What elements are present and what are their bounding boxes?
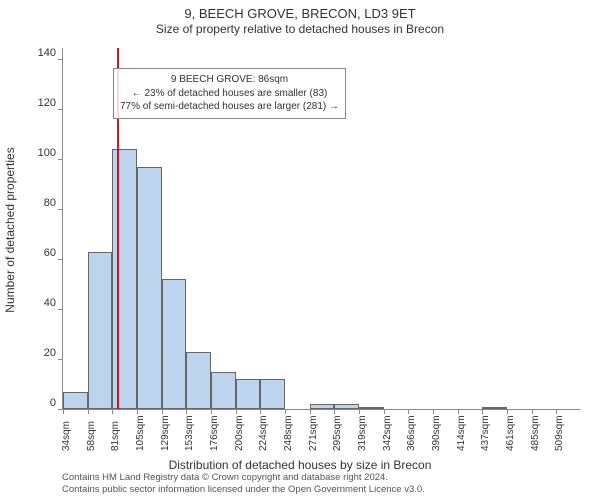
y-tick bbox=[58, 109, 63, 110]
histogram-bar bbox=[63, 392, 88, 409]
x-tick-label: 319sqm bbox=[357, 415, 368, 451]
footer-text: Contains HM Land Registry data © Crown c… bbox=[62, 472, 425, 496]
x-tick-label: 485sqm bbox=[530, 415, 541, 451]
x-tick-label: 81sqm bbox=[110, 421, 121, 451]
x-tick bbox=[112, 409, 113, 414]
x-tick bbox=[507, 409, 508, 414]
chart-title: 9, BEECH GROVE, BRECON, LD3 9ET bbox=[0, 0, 600, 21]
x-tick bbox=[482, 409, 483, 414]
histogram-bar bbox=[310, 404, 335, 409]
x-tick-label: 295sqm bbox=[332, 415, 343, 451]
x-tick-label: 248sqm bbox=[283, 415, 294, 451]
y-tick-label: 120 bbox=[38, 97, 56, 109]
x-tick bbox=[260, 409, 261, 414]
x-tick bbox=[384, 409, 385, 414]
x-tick-label: 153sqm bbox=[184, 415, 195, 451]
x-axis-title: Distribution of detached houses by size … bbox=[0, 458, 600, 472]
annotation-box: 9 BEECH GROVE: 86sqm← 23% of detached ho… bbox=[113, 68, 346, 119]
x-tick-label: 58sqm bbox=[86, 421, 97, 451]
histogram-bar bbox=[236, 379, 261, 409]
x-tick bbox=[211, 409, 212, 414]
histogram-bar bbox=[186, 352, 211, 409]
x-tick bbox=[63, 409, 64, 414]
histogram-bar bbox=[211, 372, 236, 409]
y-tick-label: 100 bbox=[38, 147, 56, 159]
x-tick-label: 176sqm bbox=[209, 415, 220, 451]
histogram-bar bbox=[359, 407, 384, 409]
x-tick-label: 271sqm bbox=[308, 415, 319, 451]
x-tick-label: 342sqm bbox=[382, 415, 393, 451]
y-tick bbox=[58, 59, 63, 60]
annotation-line: ← 23% of detached houses are smaller (83… bbox=[120, 87, 339, 101]
x-tick bbox=[236, 409, 237, 414]
y-tick bbox=[58, 309, 63, 310]
y-tick-label: 0 bbox=[50, 397, 56, 409]
x-tick bbox=[137, 409, 138, 414]
x-tick-label: 129sqm bbox=[160, 415, 171, 451]
x-tick-label: 200sqm bbox=[234, 415, 245, 451]
footer-line-2: Contains public sector information licen… bbox=[62, 484, 425, 496]
y-tick bbox=[58, 359, 63, 360]
histogram-bar bbox=[88, 252, 113, 409]
y-axis-title: Number of detached properties bbox=[3, 147, 17, 312]
histogram-bar bbox=[162, 279, 187, 409]
annotation-line: 9 BEECH GROVE: 86sqm bbox=[120, 73, 339, 87]
annotation-line: 77% of semi-detached houses are larger (… bbox=[120, 100, 339, 114]
x-tick bbox=[458, 409, 459, 414]
x-tick bbox=[433, 409, 434, 414]
x-tick bbox=[310, 409, 311, 414]
x-tick-label: 461sqm bbox=[505, 415, 516, 451]
x-tick bbox=[285, 409, 286, 414]
y-tick-label: 40 bbox=[44, 297, 56, 309]
x-tick bbox=[88, 409, 89, 414]
x-tick bbox=[408, 409, 409, 414]
x-tick-label: 509sqm bbox=[554, 415, 565, 451]
y-tick bbox=[58, 159, 63, 160]
x-tick bbox=[162, 409, 163, 414]
plot-wrap: 02040608010012014034sqm58sqm81sqm105sqm1… bbox=[62, 48, 580, 410]
x-tick-label: 105sqm bbox=[135, 415, 146, 451]
footer-line-1: Contains HM Land Registry data © Crown c… bbox=[62, 472, 425, 484]
y-tick bbox=[58, 259, 63, 260]
x-tick-label: 224sqm bbox=[258, 415, 269, 451]
histogram-bar bbox=[334, 404, 359, 409]
x-tick-label: 414sqm bbox=[456, 415, 467, 451]
y-tick-label: 140 bbox=[38, 47, 56, 59]
x-tick bbox=[556, 409, 557, 414]
x-tick bbox=[532, 409, 533, 414]
x-tick-label: 390sqm bbox=[431, 415, 442, 451]
x-tick-label: 34sqm bbox=[61, 421, 72, 451]
histogram-bar bbox=[482, 407, 507, 409]
y-tick-label: 20 bbox=[44, 347, 56, 359]
y-tick-label: 80 bbox=[44, 197, 56, 209]
histogram-bar bbox=[260, 379, 285, 409]
x-tick-label: 366sqm bbox=[406, 415, 417, 451]
x-tick bbox=[186, 409, 187, 414]
chart-subtitle: Size of property relative to detached ho… bbox=[0, 21, 600, 36]
y-tick bbox=[58, 209, 63, 210]
histogram-bar bbox=[137, 167, 162, 409]
y-tick-label: 60 bbox=[44, 247, 56, 259]
x-tick bbox=[334, 409, 335, 414]
x-tick-label: 437sqm bbox=[480, 415, 491, 451]
x-tick bbox=[359, 409, 360, 414]
chart-container: 9, BEECH GROVE, BRECON, LD3 9ET Size of … bbox=[0, 0, 600, 500]
plot-area: 02040608010012014034sqm58sqm81sqm105sqm1… bbox=[62, 48, 580, 410]
